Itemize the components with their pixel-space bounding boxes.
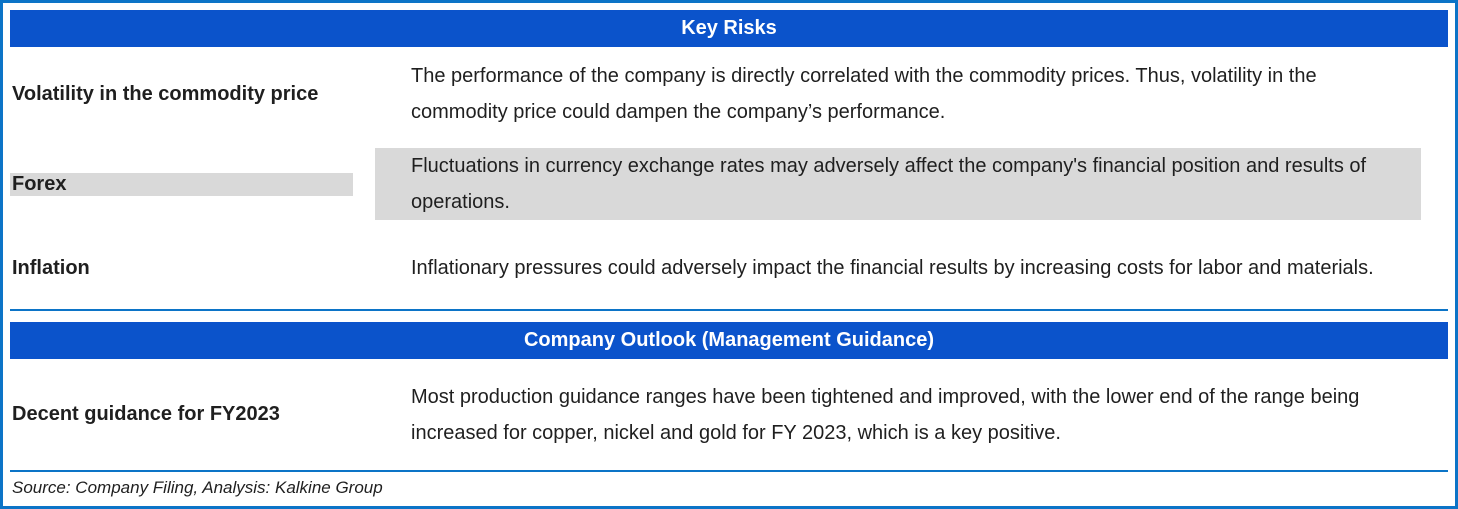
outlook-description: Most production guidance ranges have bee…	[411, 385, 1360, 444]
section-header-company-outlook: Company Outlook (Management Guidance)	[10, 322, 1448, 359]
section-header-key-risks: Key Risks	[10, 10, 1448, 47]
risk-label: Volatility in the commodity price	[12, 82, 319, 105]
table-row: Forex Fluctuations in currency exchange …	[10, 141, 1448, 227]
source-note: Source: Company Filing, Analysis: Kalkin…	[12, 477, 383, 497]
risk-description: Fluctuations in currency exchange rates …	[375, 148, 1421, 220]
footer-divider	[10, 470, 1448, 472]
risk-description: Inflationary pressures could adversely i…	[411, 257, 1374, 279]
table-row: Decent guidance for FY2023 Most producti…	[10, 359, 1448, 470]
outlook-label: Decent guidance for FY2023	[12, 403, 280, 425]
risk-description: The performance of the company is direct…	[411, 65, 1317, 123]
table-row: Inflation Inflationary pressures could a…	[10, 227, 1448, 309]
risk-label: Forex	[10, 172, 353, 196]
section-divider	[10, 309, 1448, 311]
table-row: Volatility in the commodity price The pe…	[10, 47, 1448, 141]
risk-label: Inflation	[12, 256, 90, 279]
